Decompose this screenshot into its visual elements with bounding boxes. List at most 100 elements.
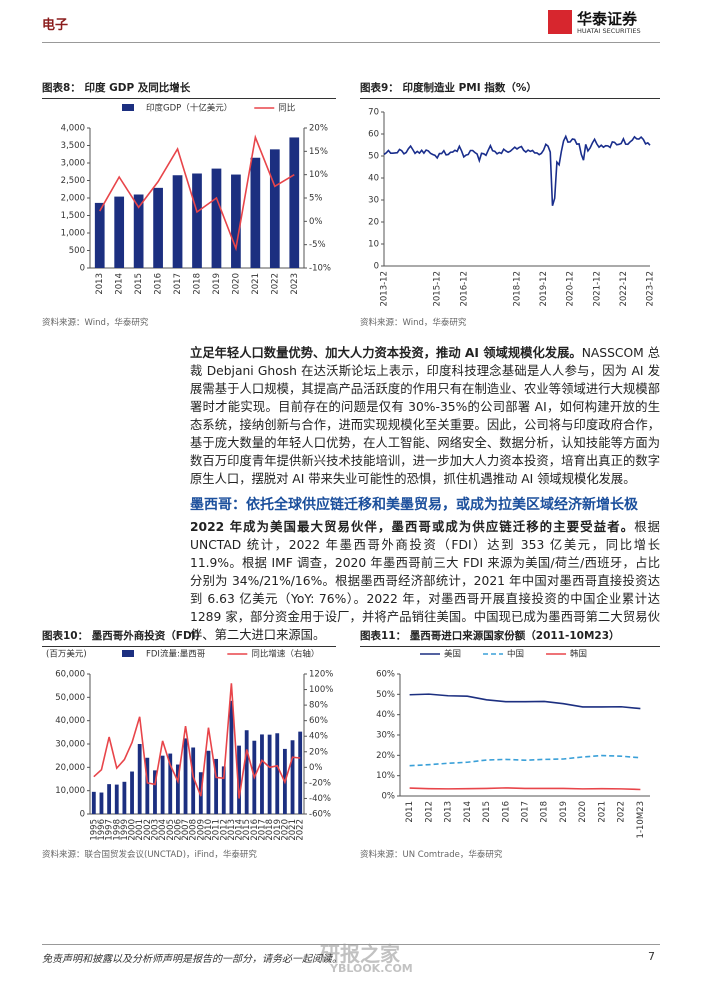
disclaimer: 免责声明和披露以及分析师声明是报告的一部分，请务必一起阅读。: [42, 954, 342, 965]
x-tick-label: 2021: [251, 273, 261, 295]
x-tick-label: 2000: [128, 819, 138, 841]
bar: [244, 730, 249, 814]
footer-rule: [42, 944, 660, 945]
bar: [175, 764, 180, 814]
logo-icon: [548, 10, 572, 34]
tick-label: 10,000: [55, 786, 85, 796]
bar: [133, 194, 144, 268]
x-tick-label: 2013-12: [380, 271, 390, 307]
tick-label: 20,000: [55, 763, 85, 773]
tick-label: 60: [368, 130, 379, 140]
tick-label: 120%: [309, 670, 333, 680]
bar: [275, 733, 280, 814]
logo-english: HUATAI SECURITIES: [577, 27, 641, 35]
x-tick-label: 2015: [482, 801, 492, 823]
x-tick-label: 2018: [193, 273, 203, 295]
x-tick-label: 2022: [617, 801, 627, 823]
header-rule: [42, 42, 660, 43]
x-tick-label: 2004: [158, 819, 168, 841]
x-tick-label: 2023-12: [646, 271, 656, 307]
x-tick-label: 2020: [231, 273, 241, 295]
x-tick-label: 2022: [270, 273, 280, 295]
paragraph: 2022 年成为美国最大贸易伙伴，墨西哥或成为供应链迁移的主要受益者。根据 UN…: [190, 518, 660, 644]
legend-label: 中国: [507, 649, 524, 660]
figure-source: 资料来源：Wind，华泰研究: [42, 318, 149, 328]
tick-label: 60%: [309, 716, 328, 726]
bar: [137, 744, 142, 814]
tick-label: 0%: [309, 763, 323, 773]
paragraph: 立足年轻人口数量优势、加大人力资本投资，推动 AI 领域规模化发展。NASSCO…: [190, 344, 660, 488]
bar: [91, 791, 96, 814]
unit-label: (百万美元): [46, 649, 87, 660]
tick-label: 1,000: [61, 229, 85, 239]
x-tick-label: 2011: [405, 801, 415, 823]
x-tick-label: 2017: [521, 801, 531, 823]
tick-label: 30,000: [55, 740, 85, 750]
x-tick-label: 2016: [250, 819, 260, 841]
tick-label: 3,500: [61, 141, 85, 151]
watermark-name: 研报之家: [320, 942, 400, 966]
tick-label: -10%: [309, 264, 331, 274]
x-tick-label: 2019: [212, 273, 222, 295]
tick-label: 30%: [376, 731, 395, 741]
x-tick-label: 2014: [115, 273, 125, 295]
tick-label: 500: [69, 246, 85, 256]
tick-label: 10%: [309, 170, 328, 180]
tick-label: 0%: [382, 792, 396, 802]
x-tick-label: 2016-12: [459, 271, 469, 307]
tick-label: 60,000: [55, 670, 85, 680]
tick-label: 100%: [309, 685, 333, 695]
x-tick-label: 2014: [235, 819, 245, 841]
bar: [122, 781, 127, 814]
legend-label: 同比增速（右轴）: [251, 649, 319, 660]
tick-label: 1,500: [61, 211, 85, 221]
tick-label: -40%: [309, 794, 331, 804]
bar: [192, 173, 202, 268]
tick-label: 2,500: [61, 176, 85, 186]
x-tick-label: 2001: [135, 819, 145, 841]
tick-label: 30: [368, 196, 379, 206]
bar: [183, 738, 188, 814]
tick-label: 10%: [376, 771, 395, 781]
figure-source: 资料来源：Wind，华泰研究: [360, 318, 467, 328]
bar: [221, 766, 226, 814]
tick-label: 15%: [309, 147, 328, 157]
figure-title: 图表9： 印度制造业 PMI 指数（%）: [360, 80, 660, 99]
x-tick-label: 1999: [120, 819, 130, 841]
tick-label: 20%: [309, 747, 328, 757]
tick-label: 20%: [376, 751, 395, 761]
chart: 0 10,000 20,000 30,000 40,000 50,000 60,000 -60…: [46, 649, 333, 841]
x-tick-label: 2019: [559, 801, 569, 823]
x-tick-label: 2015-12: [433, 271, 443, 307]
tick-label: 3,000: [61, 159, 85, 169]
bar: [130, 771, 134, 814]
x-tick-label: 1-10M23: [636, 801, 646, 838]
line-series: [409, 693, 641, 710]
x-tick-label: 1998: [112, 819, 122, 841]
x-tick-label: 2015: [134, 273, 144, 295]
tick-label: 80%: [309, 701, 328, 711]
tick-label: 50,000: [55, 693, 85, 703]
legend-swatch: [122, 650, 134, 657]
tick-label: 0: [80, 810, 85, 820]
x-tick-label: 2002: [143, 819, 153, 841]
legend-swatch: [122, 104, 134, 111]
x-tick-label: 2019: [273, 819, 283, 841]
x-tick-label: 2021: [288, 819, 298, 841]
tick-label: 0: [374, 262, 379, 272]
legend-label: 韩国: [570, 649, 587, 660]
tick-label: -60%: [309, 810, 331, 820]
tick-label: 20%: [309, 124, 328, 134]
x-tick-label: 2018: [540, 801, 550, 823]
bar: [298, 731, 303, 814]
bar: [160, 755, 165, 814]
bar: [206, 750, 211, 814]
bar: [214, 758, 219, 814]
figure-title: 图表8： 印度 GDP 及同比增长: [42, 80, 336, 99]
bar: [107, 784, 112, 814]
paragraph-text: NASSCOM 总裁 Debjani Ghosh 在达沃斯论坛上表示，印度科技理…: [190, 346, 660, 486]
x-tick-label: 2023: [290, 273, 300, 295]
tick-label: 50%: [376, 690, 395, 700]
x-tick-label: 2010: [204, 819, 214, 841]
tick-label: 0: [80, 264, 85, 274]
